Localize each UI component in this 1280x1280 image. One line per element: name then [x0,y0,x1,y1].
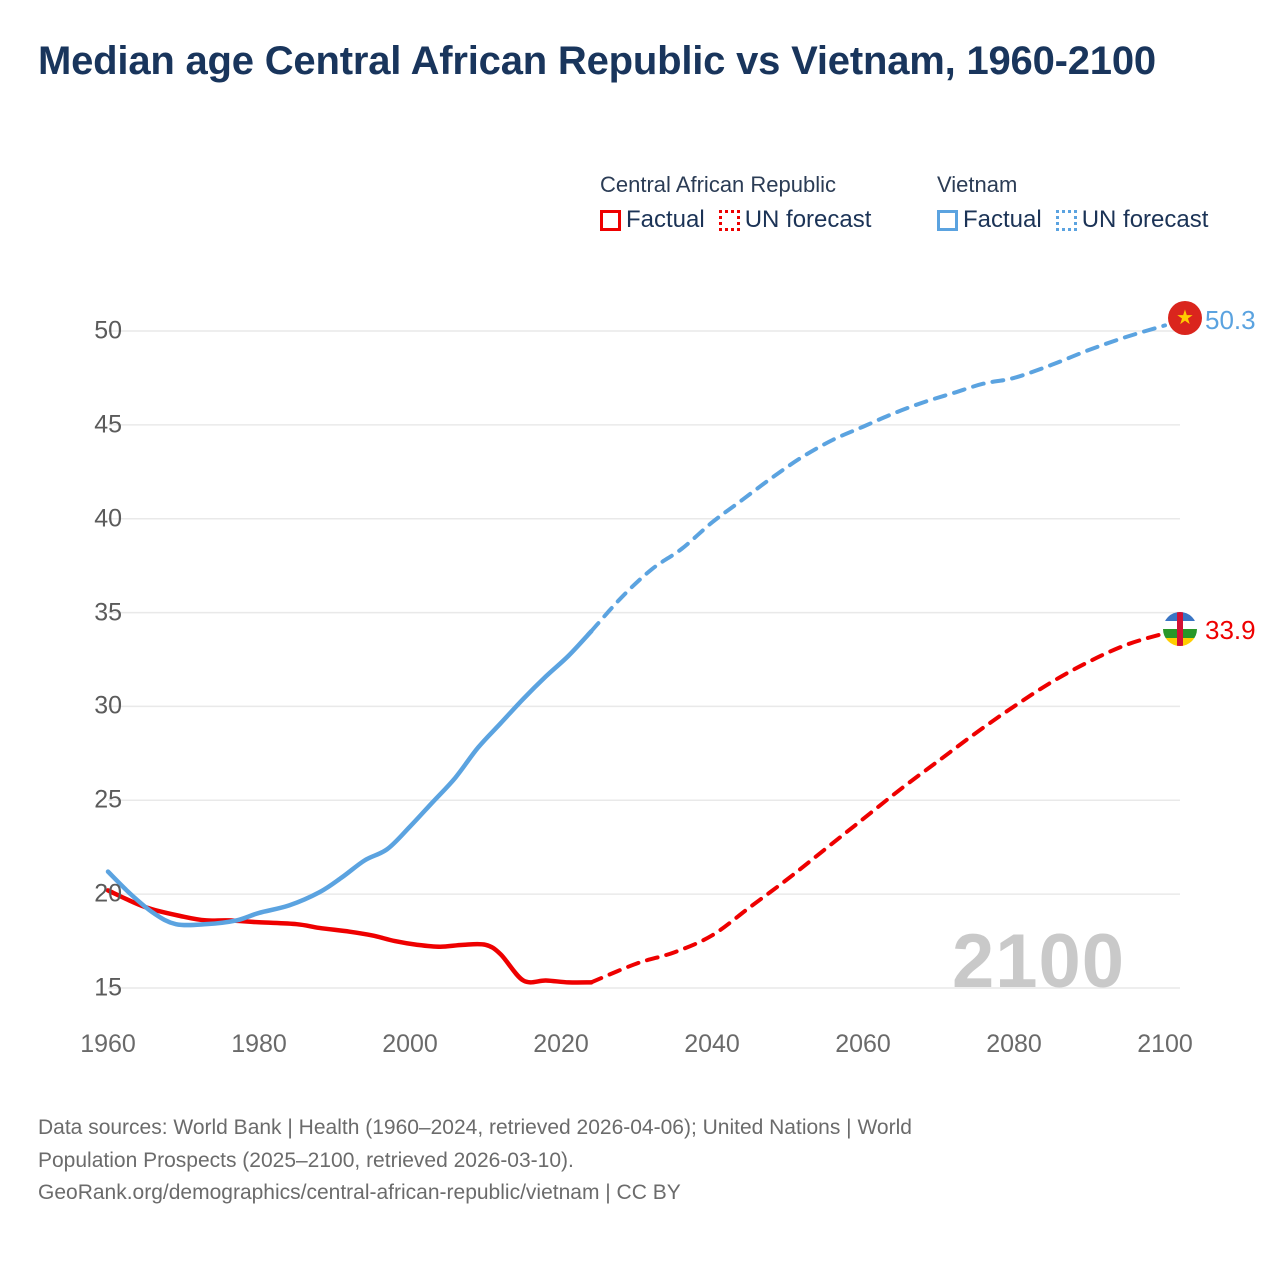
year-watermark: 2100 [952,919,1126,1004]
x-axis-tick-label: 2080 [986,1030,1042,1058]
x-axis-tick-label: 1980 [231,1030,287,1058]
y-axis-tick-label: 30 [94,691,122,720]
line-vietnam-factual [105,629,594,928]
legend-group-vietnam: Vietnam Factual UN forecast [937,172,1208,234]
legend-item-vietnam-factual[interactable]: Factual [937,206,1042,234]
x-axis-tick-label: 2100 [1137,1030,1193,1058]
legend-group-central-african-republic: Central African Republic Factual UN fore… [600,172,871,234]
line-car-forecast [589,631,1167,985]
vietnam-flag-icon: ★ [1168,301,1202,335]
y-axis-tick-label: 20 [94,879,122,908]
legend-item-label: UN forecast [744,206,872,233]
footer-sources: Data sources: World Bank | Health (1960–… [38,1112,1238,1210]
y-axis-tick-label: 25 [94,785,122,814]
legend-swatch-solid-icon [600,209,621,231]
chart-legend: Central African Republic Factual UN fore… [600,172,1260,252]
legend-item-label: Factual [963,206,1042,233]
x-axis-tick-label: 2040 [684,1030,740,1058]
footer-line-2: Population Prospects (2025–2100, retriev… [38,1148,574,1172]
legend-swatch-solid-icon [937,209,958,231]
page-title: Median age Central African Republic vs V… [38,39,1156,83]
vietnam-end-value: 50.3 [1205,305,1256,335]
legend-item-label: Factual [626,206,705,233]
central-african-republic-flag-icon [1163,612,1197,646]
line-car-factual [105,888,594,985]
footer-line-3[interactable]: GeoRank.org/demographics/central-african… [38,1181,681,1205]
x-axis-tick-label: 2060 [835,1030,891,1058]
legend-swatch-dotted-icon [718,209,740,231]
legend-item-vietnam-un-forecast[interactable]: UN forecast [1055,206,1209,234]
y-axis-tick-label: 40 [94,504,122,533]
legend-item-car-factual[interactable]: Factual [600,206,705,234]
chart-canvas [105,323,1180,989]
legend-item-label: UN forecast [1081,206,1209,233]
x-axis-tick-label: 2000 [382,1030,438,1058]
y-axis-tick-label: 15 [94,973,122,1002]
legend-group-title: Vietnam [937,172,1018,197]
legend-item-car-un-forecast[interactable]: UN forecast [718,206,872,234]
y-axis-tick-label: 50 [94,316,122,345]
legend-swatch-dotted-icon [1055,209,1077,231]
x-axis-tick-label: 2020 [533,1030,589,1058]
y-axis-tick-label: 45 [94,410,122,439]
car-end-value: 33.9 [1205,615,1256,645]
line-vietnam-forecast [589,323,1167,634]
footer-line-1: Data sources: World Bank | Health (1960–… [38,1116,912,1139]
star-icon: ★ [1176,307,1194,329]
y-axis-tick-label: 35 [94,598,122,627]
x-axis-tick-label: 1960 [80,1030,136,1058]
legend-group-title: Central African Republic [600,172,837,197]
